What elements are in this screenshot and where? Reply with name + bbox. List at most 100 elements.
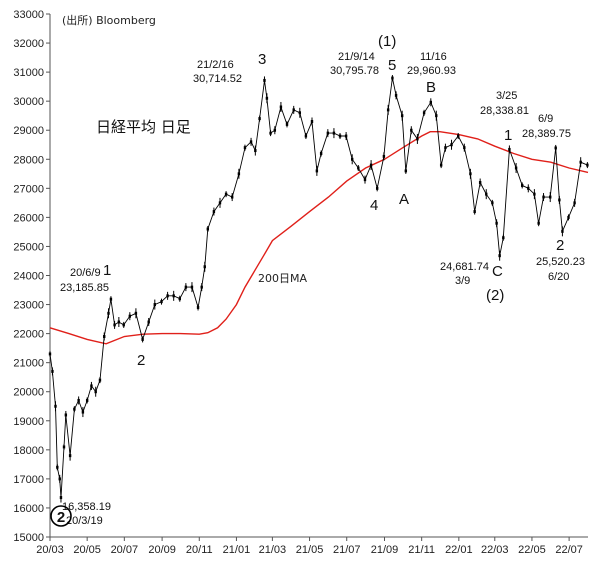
price-point <box>265 96 269 100</box>
price-point <box>141 337 144 341</box>
price-point <box>98 378 102 382</box>
y-tick-label: 27000 <box>13 183 44 195</box>
y-axis: 15000 16000 17000 18000 19000 20000 21000 22000… <box>13 9 50 544</box>
ma-line <box>49 130 589 345</box>
annotations: 21/2/16 30,714.52 3 (1)21/9/14 30,795.78 5 11/… <box>50 33 585 527</box>
price-point <box>338 134 342 138</box>
y-tick-label: 15000 <box>13 532 44 544</box>
annotation-label: 6/9 <box>538 113 553 125</box>
price-point <box>56 465 59 469</box>
price-point <box>160 300 163 304</box>
price-point <box>178 297 181 301</box>
x-tick-label: 22/07 <box>555 544 583 556</box>
price-point <box>579 160 582 164</box>
x-tick-label: 22/01 <box>445 544 473 556</box>
y-tick-label: 19000 <box>13 416 44 428</box>
x-tick-label: 21/01 <box>223 544 251 556</box>
price-point <box>382 154 386 158</box>
price-point <box>218 201 222 205</box>
x-axis: 20/03 20/05 20/07 20/09 20/11 21/01 21/03 21/05… <box>36 537 583 556</box>
annotation-label: 3/9 <box>455 275 470 287</box>
wave-label: 3 <box>258 51 266 68</box>
price-point <box>567 215 570 219</box>
wave-label: 2 <box>137 352 145 369</box>
price-point <box>495 221 498 225</box>
price-point <box>514 166 518 170</box>
wave-label: 1 <box>504 127 512 144</box>
x-tick-label: 22/03 <box>481 544 509 556</box>
y-tick-label: 33000 <box>13 9 44 21</box>
source-label: (出所) Bloomberg <box>62 13 156 27</box>
y-tick-label: 23000 <box>13 300 44 312</box>
annotation-label: 21/9/14 <box>338 51 375 63</box>
price-point <box>520 183 524 187</box>
price-point <box>54 404 57 408</box>
price-point <box>224 192 228 196</box>
price-point <box>147 320 150 324</box>
y-tick-label: 28000 <box>13 154 44 166</box>
annotation-label: 21/2/16 <box>197 59 234 71</box>
wave-label: 1 <box>103 262 111 279</box>
price-point <box>502 236 505 240</box>
x-tick-label: 20/07 <box>111 544 139 556</box>
price-point <box>203 265 206 269</box>
price-point <box>558 198 561 202</box>
annotation-label: 23,185.85 <box>60 282 109 294</box>
price-point <box>107 311 110 315</box>
chart-title: 日経平均 日足 <box>96 118 191 136</box>
price-point <box>332 131 336 135</box>
price-point <box>537 221 540 225</box>
price-point <box>450 143 453 147</box>
price-point <box>200 285 203 289</box>
annotation-label: 29,960.93 <box>407 65 456 77</box>
price-point <box>369 163 373 167</box>
price-point <box>109 297 113 301</box>
wave-label: (1) <box>378 33 396 50</box>
price-point <box>64 413 68 417</box>
price-point <box>422 111 426 115</box>
price-point <box>391 76 394 80</box>
price-point <box>153 303 156 307</box>
annotation-label: 20/3/19 <box>66 515 103 527</box>
price-point <box>73 407 76 411</box>
wave-label: 2 <box>556 237 564 254</box>
y-tick-label: 30000 <box>13 96 44 108</box>
ma-series-group <box>49 130 589 345</box>
price-point <box>94 390 97 394</box>
y-tick-label: 31000 <box>13 67 44 79</box>
x-tick-label: 21/05 <box>296 544 324 556</box>
price-point <box>273 128 277 132</box>
price-point <box>542 195 545 199</box>
price-point <box>439 163 443 167</box>
price-series-group <box>48 75 589 503</box>
x-tick-label: 20/11 <box>186 544 213 556</box>
price-point <box>375 186 379 190</box>
wave-label: B <box>426 79 436 96</box>
price-point <box>59 496 63 500</box>
price-point <box>319 151 323 155</box>
price-point <box>134 311 138 315</box>
y-tick-label: 22000 <box>13 329 44 341</box>
price-point <box>184 285 188 289</box>
price-point <box>404 169 408 173</box>
price-point <box>122 323 125 327</box>
price-point <box>298 111 302 115</box>
price-point <box>128 314 132 318</box>
annotation-label: 28,389.75 <box>522 128 571 140</box>
price-point <box>269 131 272 135</box>
price-point <box>527 186 530 190</box>
price-point <box>429 100 433 104</box>
price-point <box>85 398 89 402</box>
price-point <box>394 93 398 97</box>
price-point <box>254 149 257 153</box>
x-tick-label: 21/07 <box>333 544 361 556</box>
x-tick-label: 22/05 <box>518 544 546 556</box>
price-point <box>573 201 576 205</box>
price-point <box>77 398 80 402</box>
wave-label: A <box>399 191 409 208</box>
price-point <box>508 147 511 151</box>
y-tick-label: 25000 <box>13 241 44 253</box>
price-point <box>463 146 466 150</box>
price-point <box>473 210 476 214</box>
price-point <box>90 384 93 388</box>
